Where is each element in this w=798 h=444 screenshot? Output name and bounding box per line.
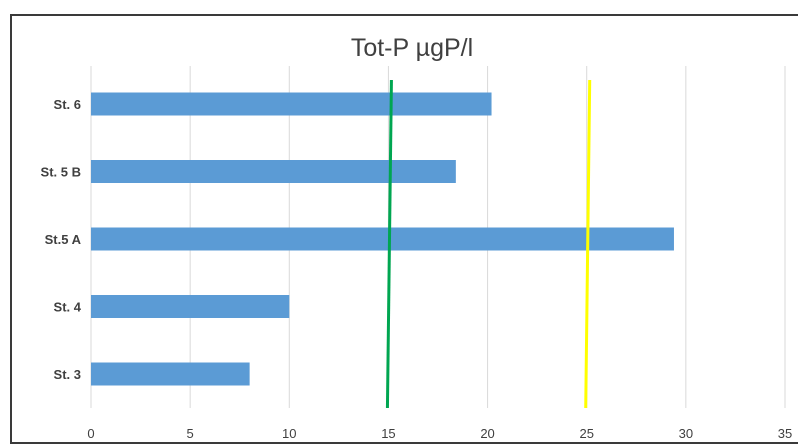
reference-line <box>584 79 592 409</box>
x-tick-label: 10 <box>282 426 296 441</box>
bar <box>91 92 492 116</box>
x-tick-label: 30 <box>679 426 693 441</box>
bar <box>91 160 456 183</box>
bar <box>91 295 290 318</box>
x-tick-label: 35 <box>778 426 792 441</box>
x-tick-label: 5 <box>187 426 194 441</box>
y-category-label: St. 3 <box>54 367 81 382</box>
reference-lines <box>385 79 592 409</box>
y-category-label: St.5 A <box>45 232 82 247</box>
x-axis-labels: 0 5 10 15 20 25 30 35 <box>87 426 792 441</box>
chart-title: Tot-P µgP/l <box>351 34 473 62</box>
x-tick-label: 15 <box>381 426 395 441</box>
x-tick-label: 20 <box>480 426 494 441</box>
bar <box>91 227 674 251</box>
x-tick-label: 25 <box>579 426 593 441</box>
x-tick-label: 0 <box>87 426 94 441</box>
y-category-label: St. 5 B <box>41 165 81 180</box>
y-axis-labels: St. 6 St. 5 B St.5 A St. 4 St. 3 <box>41 97 82 382</box>
y-category-label: St. 4 <box>54 300 82 315</box>
y-category-label: St. 6 <box>54 97 81 112</box>
bar <box>91 362 250 386</box>
reference-line <box>385 79 393 409</box>
